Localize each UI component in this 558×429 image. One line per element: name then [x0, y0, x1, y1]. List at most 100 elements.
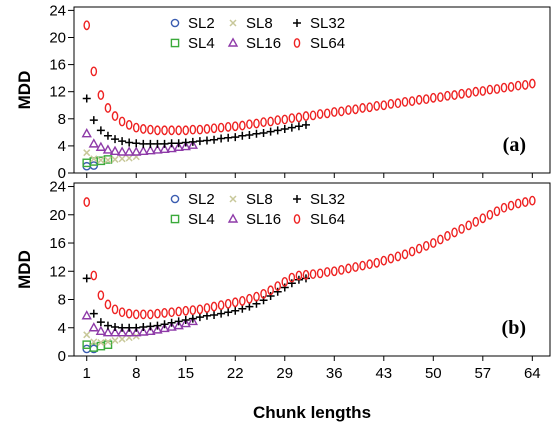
data-point — [274, 115, 281, 126]
data-point — [181, 315, 190, 324]
series-sl64 — [83, 195, 536, 320]
data-point — [260, 117, 267, 128]
data-point — [231, 133, 240, 142]
data-point — [118, 323, 127, 332]
data-point — [507, 82, 515, 92]
data-point — [97, 339, 105, 347]
panel-label: (b) — [502, 317, 526, 339]
data-point — [458, 88, 465, 99]
y-axis-title: MDD — [15, 250, 34, 289]
data-point — [401, 249, 409, 260]
data-point — [167, 139, 176, 148]
data-point — [294, 122, 303, 131]
data-point — [394, 98, 402, 109]
legend-marker — [293, 19, 301, 27]
data-point — [359, 260, 366, 271]
data-point — [187, 139, 199, 149]
legend: SL2 SL8 SL32 SL4 SL16 SL64 — [170, 15, 345, 52]
data-point — [159, 322, 170, 333]
data-point — [203, 303, 211, 313]
data-point — [458, 223, 465, 234]
data-point — [97, 290, 105, 301]
data-point — [309, 110, 317, 121]
panel-a: 0 4 8 12 16 20 24 MDD SL2 SL8 SL32 SL4 SL16 SL64 (a) — [15, 2, 551, 182]
legend: SL2 SL8 SL32 SL4 SL16 SL64 — [170, 191, 345, 228]
data-point — [210, 123, 218, 134]
data-point — [267, 285, 274, 296]
data-point — [224, 298, 232, 309]
data-point — [166, 321, 177, 331]
data-point — [97, 156, 105, 164]
data-point — [202, 311, 211, 320]
data-point — [82, 274, 91, 283]
x-tick-label: 29 — [276, 365, 293, 382]
data-point — [529, 195, 536, 206]
data-point — [82, 94, 91, 103]
x-tick-label: 57 — [474, 365, 491, 382]
data-point — [521, 197, 529, 207]
data-point — [90, 66, 98, 77]
data-point — [203, 124, 211, 134]
data-point — [210, 301, 218, 312]
data-point — [274, 281, 281, 291]
legend-marker — [229, 195, 237, 203]
data-point — [138, 326, 149, 336]
data-point — [103, 155, 113, 164]
data-point — [246, 293, 253, 304]
data-point — [380, 100, 388, 111]
data-point — [195, 313, 204, 322]
legend-label: SL32 — [310, 15, 345, 32]
data-point — [224, 308, 233, 317]
data-point — [180, 317, 191, 328]
data-point — [245, 131, 254, 140]
data-point — [161, 308, 168, 318]
data-point — [153, 139, 162, 148]
y-tick-label: 8 — [58, 111, 66, 128]
data-point — [486, 209, 494, 220]
data-point — [387, 98, 395, 109]
data-point — [104, 156, 112, 164]
data-point — [437, 92, 444, 103]
legend-label: SL2 — [188, 191, 215, 208]
data-point — [167, 318, 176, 327]
data-point — [159, 143, 170, 153]
x-tick-label: 36 — [326, 365, 343, 382]
data-point — [281, 114, 289, 125]
y-axis-title: MDD — [15, 71, 34, 110]
data-point — [338, 264, 345, 275]
x-tick-label: 8 — [132, 365, 140, 382]
data-point — [81, 310, 92, 320]
data-point — [507, 200, 515, 211]
data-point — [266, 127, 275, 136]
data-point — [118, 335, 126, 343]
data-point — [132, 139, 141, 148]
data-point — [145, 325, 156, 335]
data-point — [500, 202, 508, 213]
data-point — [231, 306, 240, 315]
x-tick-label: 1 — [83, 365, 91, 382]
data-point — [103, 131, 112, 140]
data-point — [111, 135, 120, 144]
data-point — [217, 122, 225, 133]
data-point — [90, 338, 98, 346]
data-point — [224, 122, 232, 132]
data-point — [500, 82, 508, 93]
data-point — [352, 262, 359, 272]
data-point — [287, 123, 296, 132]
y-tick-label: 24 — [49, 179, 66, 196]
data-point — [118, 116, 126, 127]
data-point — [444, 90, 451, 101]
data-point — [189, 305, 197, 316]
data-point — [103, 321, 112, 330]
data-point — [95, 325, 107, 335]
data-point — [316, 109, 324, 119]
data-point — [422, 240, 430, 251]
data-point — [132, 122, 140, 133]
data-point — [88, 138, 99, 148]
data-point — [146, 322, 155, 331]
data-point — [123, 146, 135, 156]
legend-marker — [170, 38, 180, 48]
data-point — [309, 269, 317, 279]
data-point — [288, 272, 296, 283]
